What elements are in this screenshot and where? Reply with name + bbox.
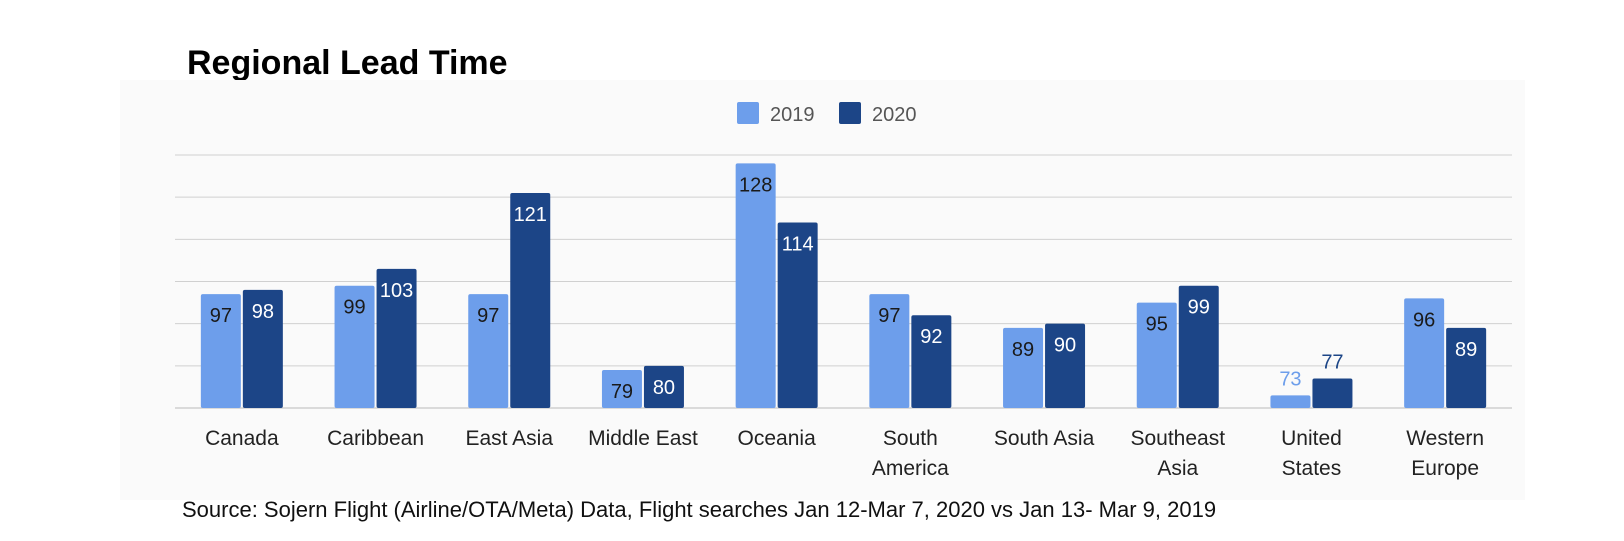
data-label: 89: [1455, 339, 1477, 361]
legend-swatch-2019: [737, 102, 759, 124]
data-label: 99: [343, 297, 365, 319]
bar-2019-2: [468, 294, 509, 408]
category-label: South Asia: [994, 427, 1095, 450]
data-label: 73: [1279, 368, 1301, 390]
legend-label-2020: 2020: [872, 104, 917, 126]
legend-label-2019: 2019: [770, 104, 815, 126]
bar-2019-4: [735, 163, 776, 408]
data-label: 90: [1054, 335, 1076, 357]
bar-2020-6: [1045, 323, 1086, 408]
category-label: United: [1281, 427, 1342, 450]
data-label: 77: [1321, 351, 1343, 373]
data-label: 103: [380, 280, 413, 302]
source-note: Source: Sojern Flight (Airline/OTA/Meta)…: [182, 497, 1217, 522]
category-label: Canada: [205, 427, 279, 450]
bar-2019-5: [869, 294, 910, 408]
data-label: 97: [878, 305, 900, 327]
data-label: 95: [1146, 314, 1168, 336]
data-label: 98: [252, 301, 274, 323]
category-label: Southeast: [1130, 427, 1225, 450]
category-label: Middle East: [588, 427, 698, 450]
category-label: Asia: [1157, 457, 1198, 480]
data-label: 97: [477, 305, 499, 327]
bar-2020-2: [510, 192, 551, 408]
data-label: 89: [1012, 339, 1034, 361]
bar-2020-5: [911, 315, 952, 408]
bar-2020-0: [242, 289, 283, 408]
bar-2019-7: [1136, 302, 1177, 408]
data-label: 97: [210, 305, 232, 327]
category-label: Western: [1406, 427, 1484, 450]
category-label: America: [872, 457, 949, 480]
bar-2019-0: [200, 294, 241, 408]
category-label: South: [883, 427, 938, 450]
category-label: Caribbean: [327, 427, 424, 450]
bar-2020-3: [643, 365, 684, 408]
data-label: 99: [1188, 297, 1210, 319]
data-label: 121: [514, 204, 547, 226]
bar-2020-7: [1178, 285, 1219, 408]
bar-2019-6: [1003, 327, 1044, 408]
bar-2019-3: [601, 370, 642, 408]
bar-2020-1: [376, 268, 417, 408]
bar-2020-9: [1446, 327, 1487, 408]
bar-2020-4: [777, 222, 818, 408]
category-label: States: [1282, 457, 1342, 480]
bar-2020-8: [1312, 378, 1353, 408]
data-label: 96: [1413, 309, 1435, 331]
category-label: Oceania: [738, 427, 817, 450]
chart-title: Regional Lead Time: [187, 44, 508, 82]
bar-2019-9: [1404, 298, 1445, 408]
data-label: 80: [653, 377, 675, 399]
legend-swatch-2020: [839, 102, 861, 124]
bar-2019-8: [1270, 395, 1311, 408]
category-label: Europe: [1411, 457, 1479, 480]
data-label: 79: [611, 381, 633, 403]
bar-2019-1: [334, 285, 375, 408]
data-label: 92: [920, 326, 942, 348]
data-label: 128: [739, 174, 772, 196]
category-label: East Asia: [465, 427, 553, 450]
data-label: 114: [782, 233, 814, 255]
